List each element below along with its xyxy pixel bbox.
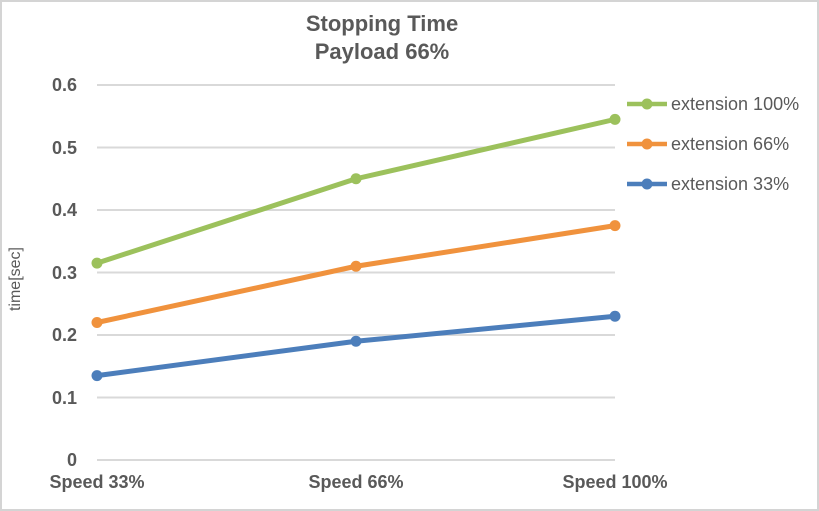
- y-tick-label: 0.3: [51, 262, 77, 283]
- data-point-marker-extension-100: [609, 113, 621, 125]
- y-tick-label: 0.2: [51, 325, 77, 345]
- y-tick-label: 0.6: [51, 75, 77, 95]
- data-point-marker-extension-33: [91, 370, 103, 382]
- y-tick-label: 0.4: [51, 200, 77, 220]
- data-point-marker-extension-66: [609, 220, 621, 232]
- legend-label: extension 100%: [671, 93, 800, 114]
- legend-label: extension 33%: [671, 173, 790, 194]
- legend-line-marker-icon: [627, 178, 667, 190]
- legend-entry-extension-100: extension 100%: [627, 93, 799, 115]
- legend-entry-extension-66: extension 66%: [627, 133, 789, 155]
- y-tick-label: 0: [66, 450, 77, 470]
- legend-line-marker-icon: [627, 98, 667, 110]
- x-tick-label: Speed 100%: [562, 472, 668, 492]
- data-point-marker-extension-100: [350, 173, 362, 185]
- legend-entry-extension-33: extension 33%: [627, 173, 789, 195]
- chart-title: Stopping Time Payload 66%: [97, 10, 667, 66]
- data-point-marker-extension-66: [350, 260, 362, 272]
- legend-label: extension 66%: [671, 133, 790, 154]
- y-tick-label: 0.1: [51, 387, 77, 408]
- chart-title-line2: Payload 66%: [314, 39, 450, 64]
- data-point-marker-extension-33: [350, 335, 362, 347]
- y-tick-label: 0.5: [51, 137, 77, 158]
- data-point-marker-extension-33: [609, 310, 621, 322]
- series-line-extension-100: [94, 116, 618, 266]
- legend-line-marker-icon: [627, 138, 667, 150]
- data-point-marker-extension-100: [91, 257, 103, 269]
- data-point-marker-extension-66: [91, 317, 103, 328]
- x-tick-label: Speed 33%: [49, 472, 145, 492]
- chart-title-line1: Stopping Time: [305, 11, 459, 36]
- x-tick-label: Speed 66%: [308, 472, 404, 492]
